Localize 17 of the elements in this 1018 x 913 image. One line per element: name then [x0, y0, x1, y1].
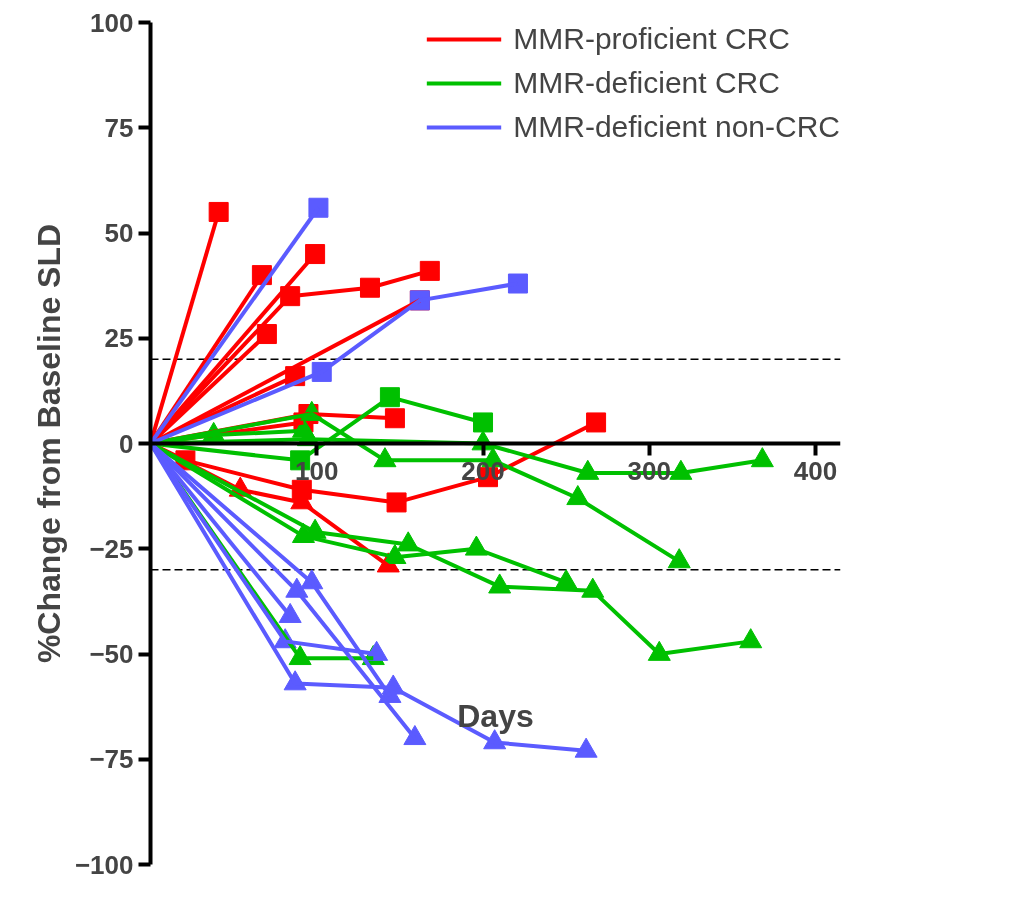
y-tick-label: 50 — [104, 218, 134, 248]
y-tick-label: 0 — [119, 428, 134, 459]
y-tick-label: 25 — [104, 323, 134, 354]
y-tick-label: −100 — [74, 849, 134, 880]
legend-label: MMR-deficient CRC — [513, 66, 780, 100]
y-tick-label: −75 — [89, 744, 134, 775]
x-tick-label: 100 — [295, 455, 339, 486]
y-tick-label: −50 — [89, 639, 134, 669]
legend-label: MMR-proficient CRC — [513, 22, 790, 56]
x-tick-label: 200 — [461, 455, 505, 486]
y-tick-label: 75 — [104, 112, 134, 143]
x-tick-label: 400 — [793, 455, 838, 486]
y-tick-label: 100 — [90, 7, 134, 38]
y-axis-title: %Change from Baseline SLD — [30, 223, 67, 664]
legend-label: MMR-deficient non-CRC — [513, 110, 840, 144]
x-axis-title: Days — [457, 697, 534, 734]
y-tick-label: −25 — [89, 533, 134, 564]
